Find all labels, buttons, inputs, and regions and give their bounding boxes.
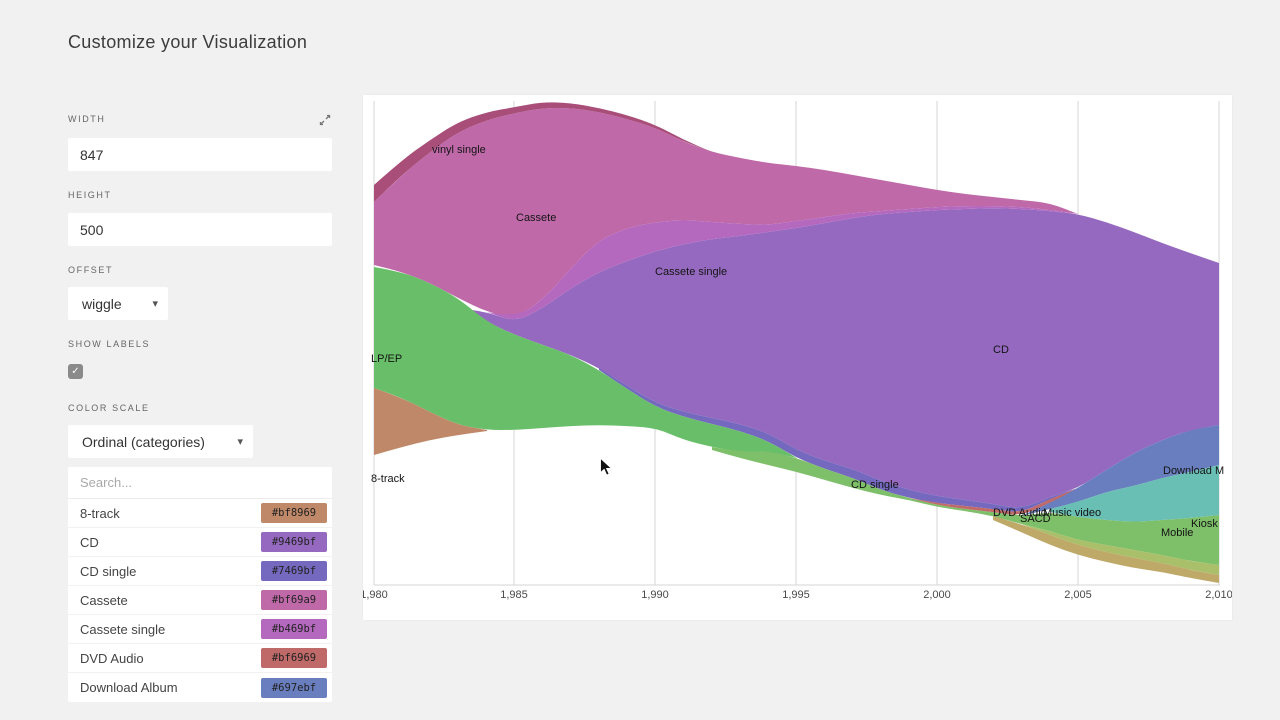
show-labels-checkbox[interactable]: ✓ <box>68 364 83 379</box>
category-label: CD single <box>80 563 137 579</box>
stream-label: LP/EP <box>371 353 402 365</box>
chevron-down-icon: ▾ <box>237 435 243 448</box>
x-axis-tick-label: 2,010 <box>1205 589 1232 601</box>
stream-band-dvd-audio <box>909 488 1078 515</box>
height-label: HEIGHT <box>68 190 112 200</box>
color-scale-label: COLOR SCALE <box>68 403 150 413</box>
stream-band-ringtones <box>993 516 1219 583</box>
check-icon: ✓ <box>71 365 80 377</box>
color-swatch[interactable]: #b469bf <box>261 619 327 639</box>
color-scale-value: Ordinal (categories) <box>82 433 205 450</box>
x-axis-tick-label: 1,985 <box>500 589 528 601</box>
stream-band-cassete-single <box>487 206 1078 320</box>
search-input[interactable] <box>68 467 332 498</box>
stream-label: Download M <box>1163 465 1224 477</box>
color-scale-select[interactable]: Ordinal (categories) ▾ <box>68 425 253 458</box>
stream-label: Cassete <box>516 212 556 224</box>
stream-band-cassete <box>374 108 1078 316</box>
category-label: Download Album <box>80 680 178 695</box>
x-axis-tick-label: 1,995 <box>782 589 810 601</box>
color-list-item: Cassete single #b469bf <box>68 615 332 644</box>
color-list-item: CD #9469bf <box>68 528 332 557</box>
stream-label: vinyl single <box>432 144 486 156</box>
color-swatch[interactable]: #9469bf <box>261 532 327 552</box>
height-input[interactable] <box>68 213 332 246</box>
color-list-item: DVD Audio #bf6969 <box>68 644 332 673</box>
stream-label: Music video <box>1043 507 1101 519</box>
streamgraph-chart: vinyl single Cassete Cassete single LP/EP 8-… <box>363 101 1232 601</box>
color-swatch[interactable]: #bf8969 <box>261 503 327 523</box>
color-swatch[interactable]: #697ebf <box>261 677 327 698</box>
stream-band-kiosk <box>1021 524 1219 575</box>
stream-band-cd <box>472 208 1219 508</box>
color-list-item: CD single #7469bf <box>68 557 332 586</box>
page-title: Customize your Visualization <box>68 32 308 52</box>
stream-band-8-track <box>374 388 487 455</box>
category-label: Cassete <box>80 592 128 608</box>
visualization-panel: vinyl single Cassete Cassete single LP/EP 8-… <box>363 95 1232 620</box>
offset-label: OFFSET <box>68 265 114 275</box>
color-swatch[interactable]: #bf6969 <box>261 648 327 668</box>
offset-value: wiggle <box>82 295 122 312</box>
x-axis-tick-label: 2,005 <box>1064 589 1092 601</box>
category-label: 8-track <box>80 505 120 521</box>
stream-label: Mobile <box>1161 527 1193 539</box>
expand-resize-icon[interactable] <box>318 113 332 127</box>
stream-band-music-video-mobile <box>712 447 1219 565</box>
stream-label: Cassete single <box>655 266 727 278</box>
color-swatch[interactable]: #7469bf <box>261 561 327 581</box>
color-list-item: 8-track #bf8969 <box>68 499 332 528</box>
show-labels-label: SHOW LABELS <box>68 339 151 349</box>
x-axis-tick-label: 2,000 <box>923 589 951 601</box>
width-label: WIDTH <box>68 114 106 124</box>
x-axis-tick-label: 1,980 <box>363 589 388 601</box>
width-input[interactable] <box>68 138 332 171</box>
stream-band-vinyl-single <box>374 102 712 202</box>
x-axis-tick-label: 1,990 <box>641 589 669 601</box>
color-list-item: Cassete #bf69a9 <box>68 586 332 615</box>
stream-label: 8-track <box>371 473 405 485</box>
stream-label: CD <box>993 344 1009 356</box>
stream-band-download-album <box>1021 425 1219 516</box>
stream-label: DVD Audio <box>993 507 1047 519</box>
search-row <box>68 467 332 499</box>
color-swatch[interactable]: #bf69a9 <box>261 590 327 610</box>
chevron-down-icon: ▾ <box>152 297 158 310</box>
stream-label: SACD <box>1020 513 1051 525</box>
color-list-item: Download Album #697ebf <box>68 673 332 702</box>
category-label: DVD Audio <box>80 650 144 666</box>
stream-band-lp-ep <box>374 267 797 458</box>
stream-label: CD single <box>851 479 899 491</box>
stream-label: Kiosk <box>1191 518 1218 530</box>
category-label: CD <box>80 534 99 550</box>
stream-band-download-single <box>1050 465 1219 522</box>
offset-select[interactable]: wiggle ▾ <box>68 287 168 320</box>
category-label: Cassete single <box>80 621 166 637</box>
